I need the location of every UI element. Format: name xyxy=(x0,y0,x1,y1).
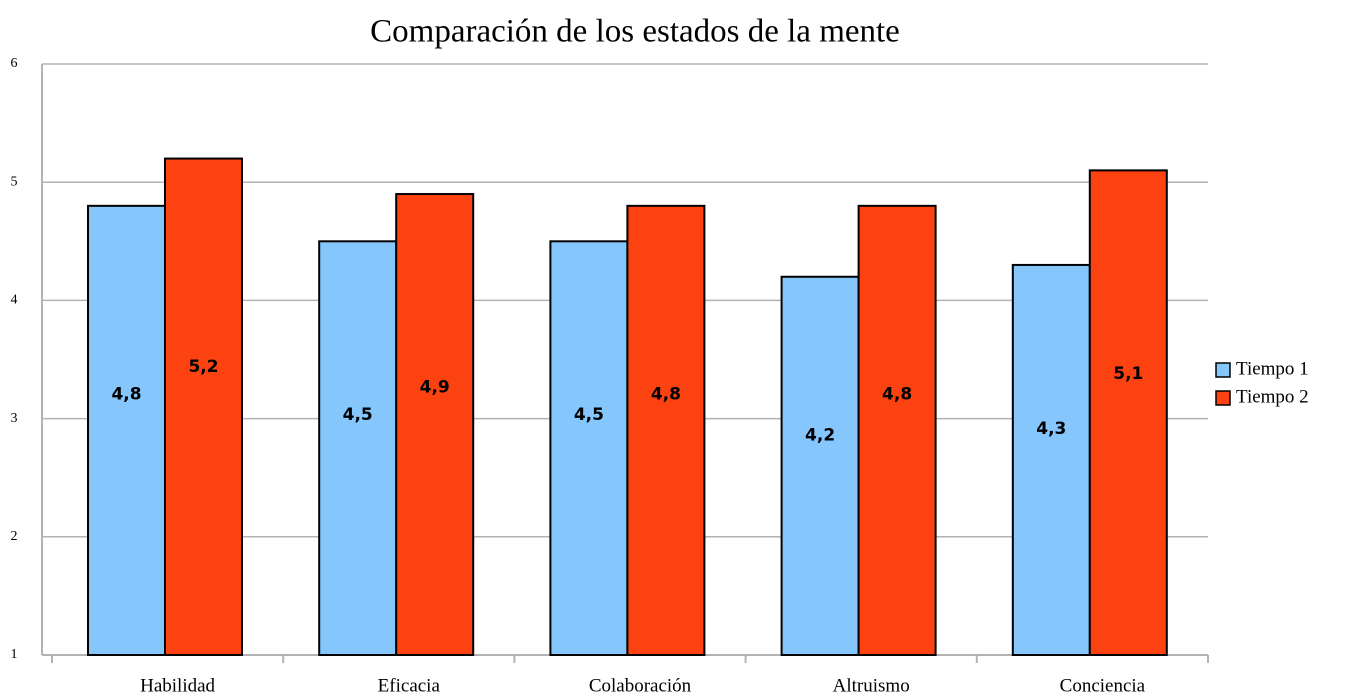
y-tick-label: 3 xyxy=(11,411,18,426)
bar xyxy=(318,240,398,657)
y-tick-label: 6 xyxy=(11,56,18,71)
bar xyxy=(395,193,475,657)
data-label: 4,9 xyxy=(420,378,450,398)
data-label: 4,8 xyxy=(111,384,141,404)
legend-label: Tiempo 2 xyxy=(1236,386,1309,407)
x-tick-label: Colaboración xyxy=(589,675,692,695)
y-tick-label: 5 xyxy=(11,174,18,189)
data-label: 4,2 xyxy=(805,426,835,446)
legend-swatch xyxy=(1215,390,1231,406)
legend-label: Tiempo 1 xyxy=(1236,358,1309,379)
data-label: 4,5 xyxy=(574,405,604,425)
data-label: 5,1 xyxy=(1113,364,1143,384)
bar xyxy=(87,204,166,656)
data-label: 4,8 xyxy=(651,384,681,404)
bar xyxy=(1088,169,1168,656)
x-tick-label: Conciencia xyxy=(1060,675,1146,695)
y-tick-label: 1 xyxy=(11,647,18,662)
data-label: 4,5 xyxy=(343,405,373,425)
bar xyxy=(1011,263,1091,656)
data-label: 4,8 xyxy=(882,384,912,404)
bar xyxy=(549,240,629,657)
legend-swatch xyxy=(1215,362,1231,378)
y-tick-label: 4 xyxy=(11,293,18,308)
data-label: 5,2 xyxy=(188,357,218,377)
chart-title: Comparación de los estados de la mente xyxy=(370,14,900,50)
x-tick-label: Habilidad xyxy=(140,675,215,695)
data-label: 4,3 xyxy=(1036,419,1066,439)
x-tick-label: Altruismo xyxy=(833,675,910,695)
bar xyxy=(857,204,937,656)
x-tick-label: Eficacia xyxy=(378,675,441,695)
y-tick-label: 2 xyxy=(11,529,18,544)
bar xyxy=(780,275,860,656)
bar xyxy=(164,157,243,656)
bar xyxy=(626,204,706,656)
